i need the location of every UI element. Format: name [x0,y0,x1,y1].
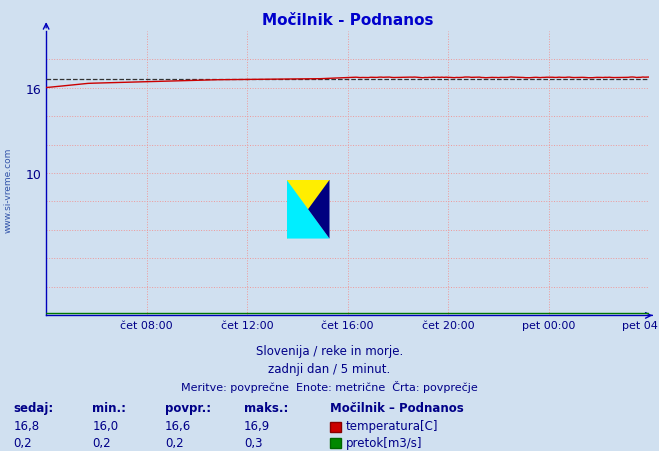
Text: 0,2: 0,2 [13,436,32,449]
Polygon shape [287,180,330,239]
Text: povpr.:: povpr.: [165,401,211,414]
Text: sedaj:: sedaj: [13,401,53,414]
Text: 0,3: 0,3 [244,436,262,449]
Text: 0,2: 0,2 [165,436,183,449]
Text: Slovenija / reke in morje.: Slovenija / reke in morje. [256,344,403,357]
Text: 16,9: 16,9 [244,419,270,433]
Text: 16,6: 16,6 [165,419,191,433]
Text: Močilnik – Podnanos: Močilnik – Podnanos [330,401,463,414]
Text: 0,2: 0,2 [92,436,111,449]
Text: temperatura[C]: temperatura[C] [346,419,438,433]
Text: zadnji dan / 5 minut.: zadnji dan / 5 minut. [268,362,391,375]
Polygon shape [308,180,330,239]
Text: maks.:: maks.: [244,401,288,414]
Polygon shape [287,180,330,239]
Text: pretok[m3/s]: pretok[m3/s] [346,436,422,449]
Title: Močilnik - Podnanos: Močilnik - Podnanos [262,13,434,28]
Text: min.:: min.: [92,401,127,414]
Text: 16,8: 16,8 [13,419,40,433]
Text: 16,0: 16,0 [92,419,119,433]
Text: Meritve: povprečne  Enote: metrične  Črta: povprečje: Meritve: povprečne Enote: metrične Črta:… [181,380,478,392]
Text: www.si-vreme.com: www.si-vreme.com [4,147,13,232]
